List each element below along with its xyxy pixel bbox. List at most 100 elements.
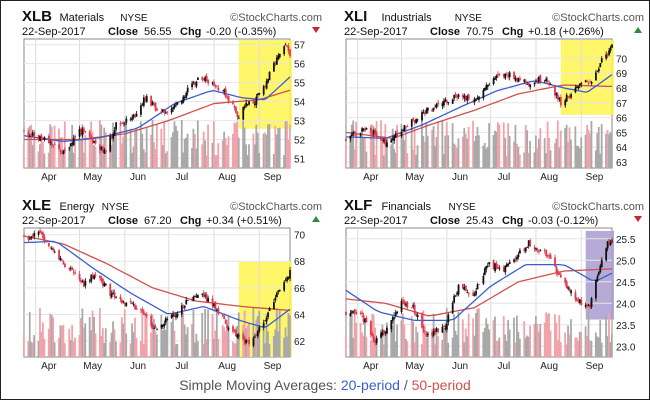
x-tick-label: Jul [175,172,188,183]
candle-body [53,143,56,145]
candle-body [186,87,189,93]
candle-body [115,122,117,130]
volume-bar [255,124,258,168]
volume-bar [283,155,285,168]
candle-body [27,132,30,137]
volume-bar [214,155,217,168]
volume-bar [207,124,209,168]
candle-body [47,135,50,144]
candle-body [268,71,271,81]
volume-bar [202,131,205,168]
candle-body [205,75,208,82]
volume-bar [267,124,269,168]
volume-bar [176,130,179,168]
volume-bar [258,152,261,168]
x-tick-label: Aug [218,172,236,183]
volume-bar [31,144,34,168]
caption-ma20: 20-period [340,377,400,393]
volume-bar [232,133,234,168]
volume-bar [191,147,193,168]
volume-bar [221,140,224,168]
candle-body [112,134,115,139]
volume-bar [129,128,132,168]
volume-bar [268,123,271,168]
volume-bar [49,124,52,168]
candle-body [207,80,210,84]
candle-body [33,132,36,137]
candle-body [274,62,277,64]
candle-body [151,102,154,105]
volume-bar [132,146,135,168]
candle-body [211,82,214,84]
volume-bar [139,121,142,168]
candle-body [183,96,186,98]
volume-bar [243,127,246,168]
volume-bar [62,149,65,168]
candle-body [154,102,157,111]
volume-bar [23,144,25,168]
exchange-label: NYSE [120,13,148,24]
candle-body [144,98,147,101]
candle-body [37,134,40,139]
volume-bar [205,155,208,168]
volume-bar [123,123,126,168]
candle-body [122,121,125,124]
y-tick-label: 54 [294,98,306,109]
volume-bar [81,124,84,168]
candle-body [121,122,123,124]
volume-bar [201,144,204,168]
volume-bar [284,121,287,168]
candle-body [140,105,142,115]
volume-bar [164,153,167,168]
candle-body [204,76,207,82]
volume-bar [135,127,138,168]
candle-body [175,104,177,106]
candle-body [214,85,217,87]
candle-body [223,89,226,93]
candle-body [286,45,288,47]
candle-body [90,136,93,138]
candle-body [91,138,94,143]
candle-body [224,88,227,97]
volume-bar [94,146,97,168]
volume-bar [42,142,44,168]
volume-bar [125,126,128,168]
ticker-symbol: XLB [22,8,52,25]
close-value: 56.55 [144,26,172,38]
candle-body [62,150,65,154]
change-label: Chg [180,26,201,38]
candle-body [235,106,237,113]
candle-body [248,101,250,105]
y-tick-label: 57 [294,41,306,52]
candle-body [202,79,205,80]
candle-body [43,137,46,140]
volume-bar [91,131,94,168]
volume-bar [213,121,215,168]
volume-bar [237,137,240,168]
volume-bar [195,148,198,168]
candle-body [221,90,224,92]
candle-body [71,143,74,145]
volume-bar [233,122,236,168]
volume-bar [40,133,43,168]
candle-body [242,107,245,120]
volume-bar [71,125,74,168]
volume-bar [28,126,31,168]
candle-body [172,107,174,110]
volume-bar [236,121,239,168]
y-tick-label: 51 [294,155,306,166]
candle-body [173,104,176,108]
candle-body [246,104,249,105]
volume-bar [246,155,249,168]
candle-body [93,140,96,144]
candle-body [180,100,183,104]
caption-separator: / [399,377,412,393]
candle-body [52,144,55,146]
candle-body [185,92,188,98]
candle-body [28,136,31,137]
candle-body [78,128,81,137]
candle-body [129,119,132,120]
volume-bar [47,152,50,168]
candle-body [69,143,72,147]
candle-body [80,128,82,134]
